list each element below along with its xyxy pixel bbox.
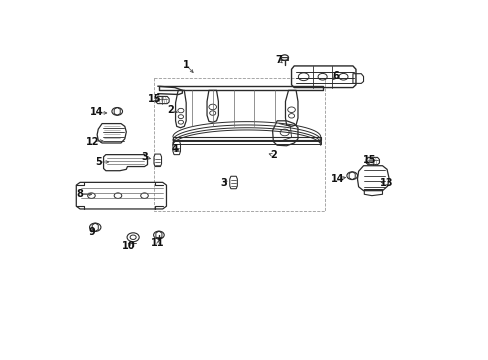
Text: 8: 8 bbox=[77, 189, 83, 199]
Text: 6: 6 bbox=[332, 72, 339, 81]
Text: 9: 9 bbox=[89, 227, 95, 237]
Text: 3: 3 bbox=[220, 178, 227, 188]
Text: 15: 15 bbox=[148, 94, 162, 104]
Text: 1: 1 bbox=[183, 60, 189, 70]
Text: 13: 13 bbox=[380, 178, 393, 188]
Text: 10: 10 bbox=[122, 240, 135, 251]
Text: 3: 3 bbox=[141, 152, 147, 162]
Text: 14: 14 bbox=[330, 174, 344, 184]
Text: 4: 4 bbox=[171, 144, 178, 153]
Text: 2: 2 bbox=[167, 105, 174, 115]
Text: 14: 14 bbox=[89, 108, 103, 117]
Text: 12: 12 bbox=[85, 136, 99, 147]
Text: 11: 11 bbox=[151, 238, 164, 248]
Text: 15: 15 bbox=[363, 155, 376, 165]
Text: 7: 7 bbox=[275, 55, 282, 65]
Text: 2: 2 bbox=[269, 150, 276, 161]
Text: 5: 5 bbox=[95, 157, 102, 167]
